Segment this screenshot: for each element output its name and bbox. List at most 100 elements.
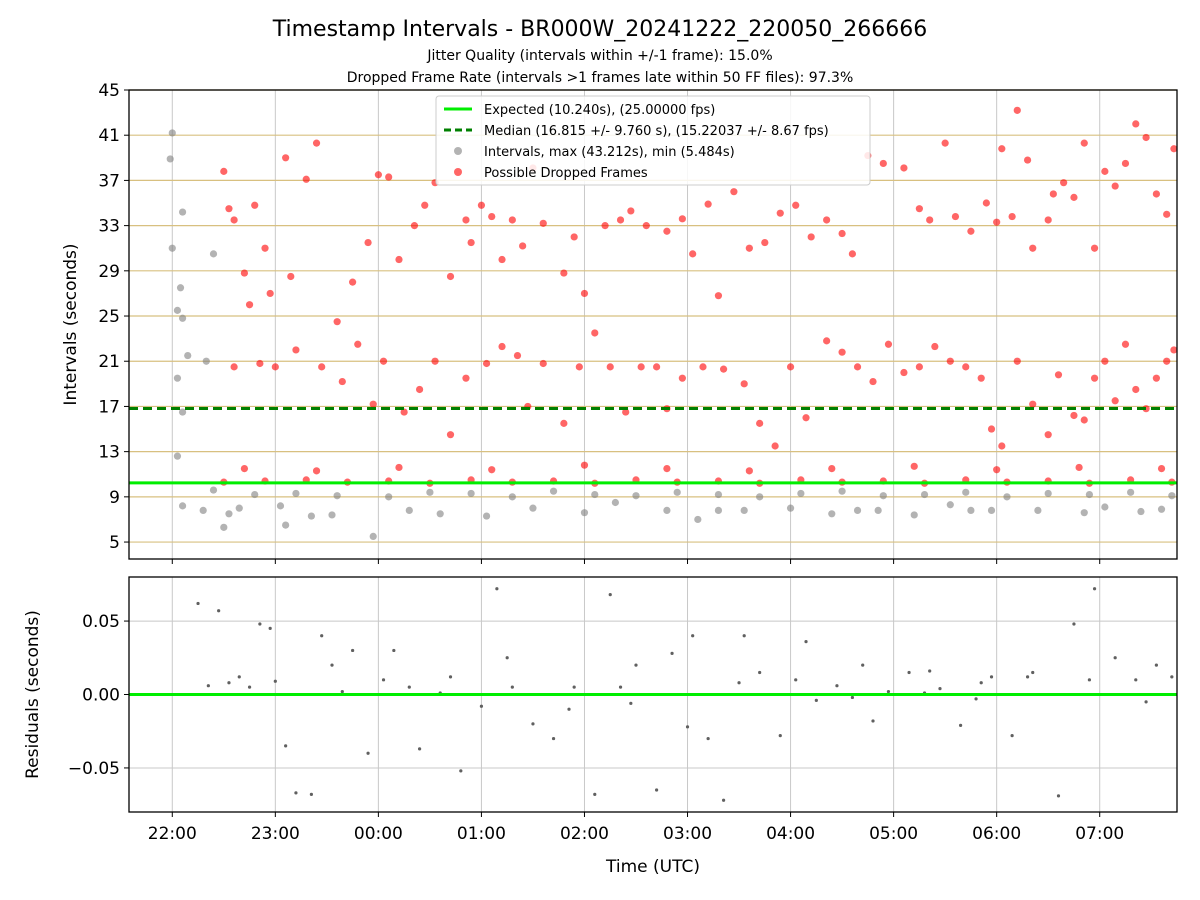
dropped-frame-point [689,250,697,258]
residual-point [835,684,839,688]
residual-point [1056,794,1061,798]
residual-point [814,698,818,702]
legend-median-label: Median (16.815 +/- 9.760 s), (15.22037 +… [484,124,829,139]
dropped-frame-point [802,414,810,422]
residual-point [448,675,453,679]
x-tick-label: 04:00 [766,824,815,844]
interval-point [828,510,836,518]
dropped-frame-point [488,466,496,474]
x-tick-label: 00:00 [354,824,403,844]
dropped-frame-point [678,215,686,223]
residual-point [572,685,576,689]
residual-point [1072,622,1076,626]
dropped-frame-point [312,467,321,475]
residual-point [629,701,633,705]
dropped-frame-point [282,154,290,162]
dropped-frame-point [946,357,954,365]
dropped-frame-point [1070,411,1078,420]
dropped-frame-point [1013,357,1021,365]
dropped-frame-point [1152,190,1160,198]
intervals-axes-frame [128,89,1178,560]
interval-point [920,490,929,499]
residual-point [958,723,963,727]
interval-point [405,506,413,515]
dropped-frame-point [977,374,985,382]
interval-point [508,493,516,501]
dropped-frame-point [1111,397,1119,405]
dropped-frame-point [225,205,233,213]
dropped-frame-point [354,340,362,348]
interval-point [307,512,315,520]
residual-point [381,678,386,682]
dropped-frame-point [1132,385,1140,394]
y-tick-label: −0.05 [68,759,120,779]
dropped-frame-point [519,242,527,250]
interval-point [879,492,887,500]
dropped-frame-point [642,222,650,230]
dropped-frame-point [900,164,908,172]
dropped-frame-point [292,346,300,354]
dropped-frame-point [962,363,970,371]
interval-point [853,506,862,515]
dropped-frame-point [1023,156,1032,164]
x-tick-label: 02:00 [560,824,609,844]
residual-point [366,751,370,755]
dropped-frame-point [848,250,856,258]
interval-point [220,523,228,531]
dropped-frame-point [1029,244,1037,252]
interval-point [178,208,187,216]
dropped-frame-point [761,238,769,247]
residual-point [510,685,514,689]
dropped-frame-point [1060,179,1068,187]
dropped-frame-point [575,363,583,371]
residual-point [196,601,200,606]
residual-point [979,681,983,685]
dropped-frame-point [240,464,249,473]
dropped-frame-point [884,340,893,348]
residual-point [691,634,695,638]
interval-point [225,510,233,518]
interval-point [168,244,176,252]
dropped-frame-point [266,289,274,298]
dropped-frame-point [771,442,779,450]
dropped-frame-point [1111,182,1119,190]
interval-point [1101,503,1109,511]
dropped-frame-point [1132,120,1140,128]
residual-point [258,622,262,626]
dropped-frame-point [333,318,341,326]
interval-point [580,509,589,517]
dropped-frame-point [653,363,661,371]
dropped-frame-point [400,408,408,416]
interval-point [426,488,434,496]
residual-point [206,684,210,688]
residual-point [320,634,324,638]
y-tick-label: 45 [98,81,120,101]
dropped-frame-point [740,380,748,388]
interval-point [740,506,748,515]
dropped-frame-point [338,377,346,386]
dropped-frame-point [256,359,264,368]
dropped-frame-point [982,199,990,207]
residual-point [938,687,942,691]
dropped-frame-point [245,301,254,309]
dropped-frame-point [421,201,429,209]
residual-point [1113,656,1117,660]
dropped-frame-point [616,216,625,224]
residual-point [608,593,612,597]
interval-point [1137,507,1145,516]
dropped-frame-point [1090,244,1099,252]
dropped-frame-point [570,233,578,241]
y-tick-label: 17 [98,397,120,417]
dropped-frame-point [993,218,1001,226]
dropped-frame-point [498,342,506,351]
y-tick-label: 37 [98,171,120,191]
dropped-frame-point [1163,357,1171,365]
dropped-frame-point [539,219,547,227]
interval-point [714,490,723,499]
residual-point [861,663,865,667]
interval-point [385,493,393,501]
interval-point [874,506,882,515]
dropped-frame-point [663,464,671,473]
residual-point [273,679,277,683]
